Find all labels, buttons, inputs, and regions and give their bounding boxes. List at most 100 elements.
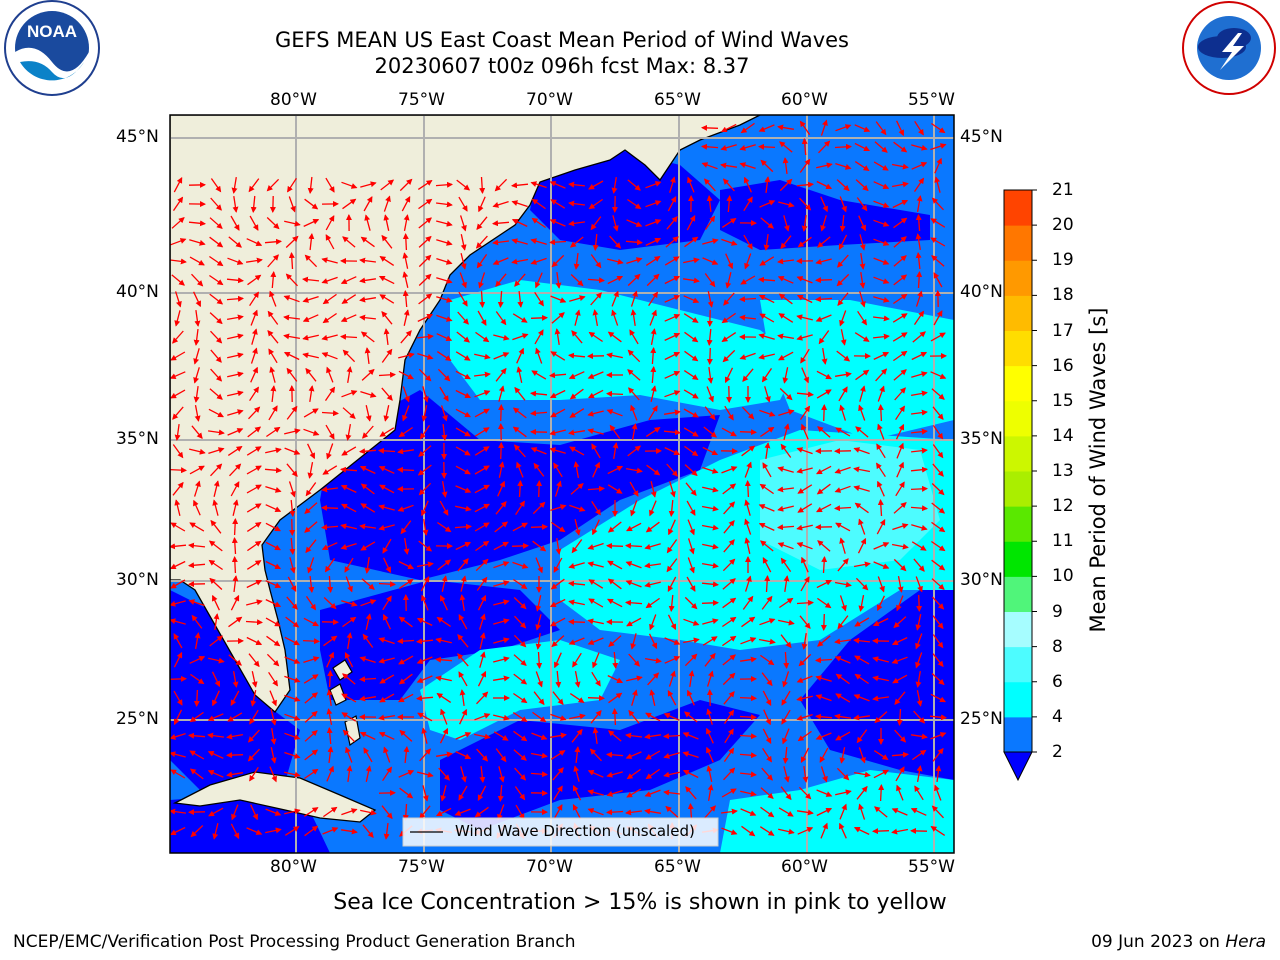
wind-wave-arrow: [288, 481, 296, 498]
wind-wave-arrow: [782, 157, 789, 174]
wind-wave-arrow: [174, 499, 181, 516]
wind-wave-arrow: [360, 181, 377, 188]
colorbar-tick-label: 13: [1052, 461, 1074, 481]
wind-wave-arrow: [402, 233, 409, 251]
wind-wave-arrow: [437, 368, 451, 382]
wind-wave-arrow: [249, 386, 259, 402]
wind-wave-arrow: [612, 442, 619, 460]
wind-wave-arrow: [364, 214, 371, 231]
wind-wave-arrow: [587, 410, 604, 417]
wind-wave-arrow: [607, 275, 624, 285]
wind-wave-arrow: [170, 467, 187, 474]
wind-wave-arrow: [724, 405, 734, 421]
wind-wave-arrow: [625, 467, 643, 474]
wind-wave-arrow: [726, 195, 733, 213]
wind-wave-arrow: [760, 217, 774, 229]
wind-wave-arrow: [189, 239, 206, 246]
wind-wave-arrow: [246, 503, 262, 513]
wind-wave-arrow: [895, 481, 905, 497]
wind-wave-arrow: [249, 291, 259, 307]
wind-wave-arrow: [777, 333, 795, 340]
lat-label-left: 30°N: [116, 570, 159, 590]
wind-wave-arrow: [930, 218, 946, 228]
wind-wave-arrow: [266, 178, 280, 192]
wind-wave-arrow: [549, 372, 567, 379]
wind-wave-arrow: [687, 557, 695, 574]
wind-wave-arrow: [549, 389, 566, 399]
wind-wave-arrow: [402, 386, 410, 403]
wind-wave-arrow: [495, 311, 507, 326]
wind-wave-arrow: [873, 200, 890, 208]
wind-wave-arrow: [588, 180, 604, 190]
wind-wave-arrow: [722, 349, 736, 363]
wind-wave-arrow: [764, 176, 771, 193]
wind-wave-arrow: [569, 446, 585, 456]
wind-wave-arrow: [721, 466, 738, 474]
wind-wave-arrow: [454, 523, 472, 530]
wind-wave-arrow: [590, 292, 602, 306]
wind-wave-arrow: [931, 388, 945, 400]
wind-wave-arrow: [684, 331, 699, 343]
wind-wave-arrow: [230, 481, 240, 497]
wind-wave-arrow: [460, 575, 467, 592]
wind-wave-arrow: [701, 143, 719, 150]
wind-wave-arrow: [650, 481, 657, 498]
wind-wave-arrow: [458, 196, 468, 212]
colorbar-segment: [1004, 646, 1032, 683]
wind-wave-arrow: [212, 499, 219, 516]
colorbar-tick-label: 18: [1052, 285, 1074, 306]
wind-wave-arrow: [796, 542, 813, 550]
wind-wave-arrow: [378, 447, 396, 454]
wind-wave-arrow: [363, 196, 373, 212]
footer-date: 09 Jun 2023 on Hera: [1091, 932, 1266, 952]
wind-wave-arrow: [587, 542, 604, 550]
wind-wave-arrow: [796, 524, 813, 531]
wind-wave-arrow: [231, 176, 238, 194]
wind-wave-arrow: [568, 352, 586, 359]
sea-ice-note: Sea Ice Concentration > 15% is shown in …: [333, 890, 947, 915]
wind-wave-arrow: [840, 329, 847, 346]
wind-wave-arrow: [568, 220, 585, 227]
wind-wave-arrow: [378, 504, 395, 511]
wind-wave-arrow: [532, 540, 547, 552]
wind-wave-arrow: [304, 254, 318, 268]
wind-wave-arrow: [321, 542, 338, 550]
wind-wave-arrow: [266, 426, 281, 438]
wind-wave-arrow: [418, 198, 433, 210]
colorbar-segment: [1004, 716, 1032, 753]
wind-wave-arrow: [232, 518, 239, 536]
wind-wave-arrow: [816, 370, 832, 380]
lat-label-left: 45°N: [116, 127, 159, 147]
wind-wave-arrow: [628, 387, 640, 401]
wind-wave-arrow: [248, 178, 260, 193]
wind-wave-arrow: [436, 220, 453, 227]
wind-wave-arrow: [246, 257, 263, 264]
wind-wave-arrow: [763, 234, 770, 251]
wind-wave-arrow: [283, 351, 300, 361]
wind-wave-arrow: [759, 200, 776, 208]
wind-wave-arrow: [193, 367, 200, 384]
lat-label-right: 25°N: [960, 709, 1003, 729]
wind-wave-arrow: [455, 465, 471, 475]
wind-wave-arrow: [210, 349, 222, 363]
colorbar-segment: [1004, 365, 1032, 402]
wind-wave-arrow: [340, 333, 358, 340]
wind-wave-arrow: [172, 444, 184, 459]
wind-wave-arrow: [683, 427, 699, 437]
wind-wave-arrow: [915, 290, 923, 307]
wind-wave-arrow: [341, 181, 358, 189]
wind-wave-arrow: [816, 465, 832, 475]
wind-wave-arrow: [550, 578, 565, 590]
wind-wave-arrow: [530, 410, 548, 417]
wind-wave-arrow: [835, 427, 851, 437]
wind-wave-arrow: [629, 481, 639, 497]
wind-wave-arrow: [383, 195, 391, 212]
wind-wave-arrow: [232, 499, 239, 516]
wind-wave-arrow: [855, 179, 869, 192]
wind-wave-arrow: [607, 560, 623, 570]
wind-wave-arrow: [896, 120, 904, 137]
wind-wave-arrow: [893, 217, 908, 229]
wind-wave-arrow: [288, 252, 295, 270]
wind-wave-arrow: [701, 599, 719, 606]
wind-wave-arrow: [721, 332, 737, 342]
